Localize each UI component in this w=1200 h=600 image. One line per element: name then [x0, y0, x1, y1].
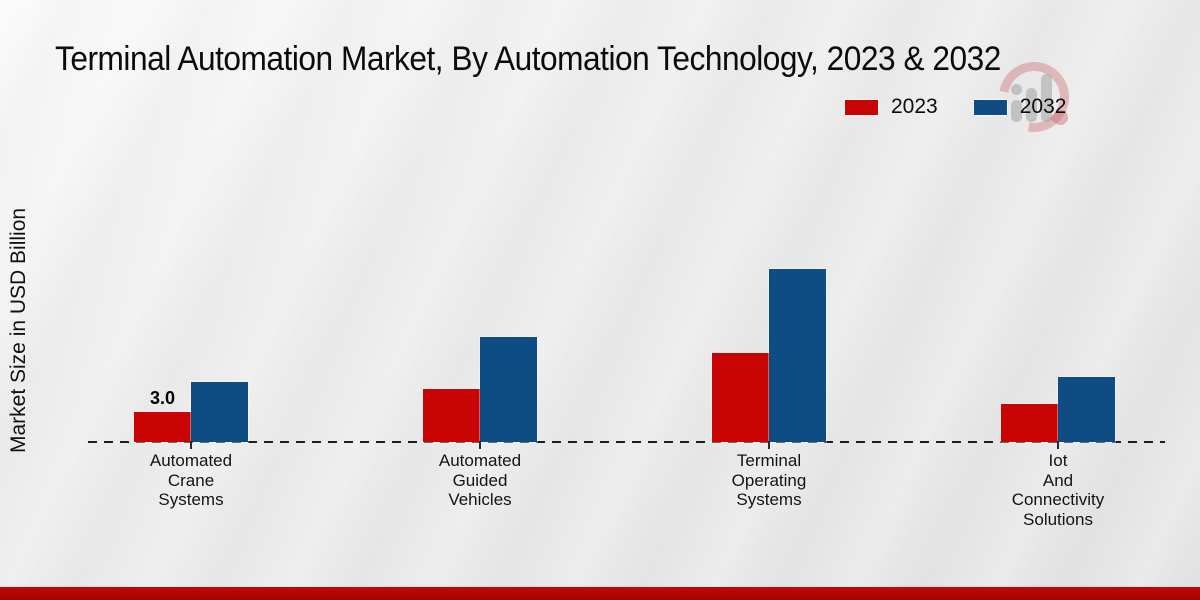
legend-label-2032: 2032 — [1019, 95, 1067, 118]
bar-value-label: 3.0 — [149, 388, 176, 408]
bar-2032-automated-guided-vehicles — [480, 337, 537, 442]
bar-2032-automated-crane-systems — [191, 382, 248, 442]
legend-item-2032: 2032 — [973, 95, 1067, 119]
x-axis-tick — [190, 441, 192, 449]
category-label-automated-crane-systems: Automated Crane Systems — [149, 451, 233, 510]
bar-2023-automated-crane-systems — [134, 412, 191, 442]
watermark-bar — [1026, 88, 1037, 122]
watermark-bar — [1011, 100, 1022, 122]
footer-accent-bar — [0, 587, 1200, 600]
category-label-terminal-operating-systems: Terminal Operating Systems — [731, 451, 807, 510]
bar-2032-iot-and-connectivity-solutions — [1058, 377, 1115, 442]
category-label-iot-and-connectivity-solutions: Iot And Connectivity Solutions — [1011, 451, 1105, 530]
x-axis-tick — [1057, 441, 1059, 449]
legend-label-2023: 2023 — [891, 95, 938, 118]
watermark-bar — [1041, 74, 1052, 122]
bar-2023-automated-guided-vehicles — [423, 389, 480, 442]
bar-2032-terminal-operating-systems — [769, 269, 826, 442]
legend-item-2023: 2023 — [845, 95, 938, 119]
page-title: Terminal Automation Market, By Automatio… — [55, 40, 1001, 78]
legend-swatch-2032 — [973, 99, 1007, 115]
x-axis-tick — [768, 441, 770, 449]
watermark-dot — [1011, 84, 1022, 95]
legend: 2023 2032 — [845, 95, 1066, 119]
x-axis-tick — [479, 441, 481, 449]
x-axis-baseline — [88, 441, 1165, 443]
category-label-automated-guided-vehicles: Automated Guided Vehicles — [438, 451, 522, 510]
bar-2023-terminal-operating-systems — [712, 353, 769, 442]
brand-watermark-icon — [985, 48, 1083, 146]
legend-swatch-2023 — [845, 99, 878, 115]
bar-2023-iot-and-connectivity-solutions — [1001, 404, 1058, 442]
